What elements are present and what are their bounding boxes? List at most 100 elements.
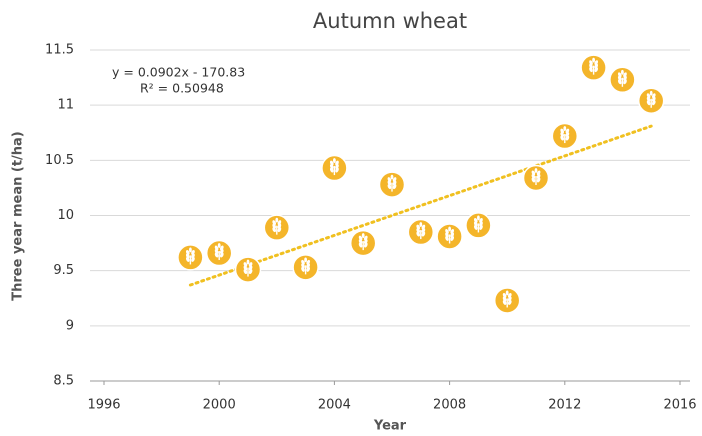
- y-tick-label: 8.5: [53, 374, 74, 389]
- wheat-stem: [506, 298, 508, 308]
- wheat-grain: [589, 67, 593, 73]
- wheat-grain: [649, 90, 653, 96]
- wheat-grain: [214, 252, 219, 258]
- wheat-grain: [333, 158, 336, 163]
- wheat-stem: [477, 223, 480, 233]
- wheat-grain: [563, 126, 567, 131]
- wheat-icon: [473, 215, 483, 233]
- wheat-grain: [335, 167, 339, 173]
- wheat-icon: [214, 243, 224, 261]
- wheat-stem: [333, 166, 336, 176]
- wheat-grain: [219, 252, 224, 258]
- wheat-grain: [306, 266, 311, 272]
- y-tick-label: 11: [57, 98, 74, 113]
- wheat-stem: [189, 255, 192, 265]
- wheat-grain: [448, 226, 451, 232]
- wheat-icon: [589, 57, 599, 75]
- wheat-icon: [272, 217, 282, 235]
- equation: y = 0.0902x - 170.83: [112, 65, 245, 80]
- wheat-stem: [304, 265, 307, 275]
- wheat-icon: [329, 158, 339, 176]
- wheat-grain: [592, 57, 595, 63]
- wheat-icon: [617, 69, 627, 87]
- trendline: [188, 124, 653, 287]
- wheat-icon: [531, 168, 541, 185]
- wheat-grain: [277, 227, 282, 233]
- wheat-grain: [191, 256, 195, 262]
- wheat-grain: [185, 256, 190, 262]
- wheat-icon: [185, 247, 195, 265]
- wheat-grain: [390, 174, 394, 180]
- wheat-icon: [243, 259, 253, 277]
- wheat-grain: [392, 184, 397, 190]
- wheat-grain: [623, 79, 627, 85]
- wheat-grain: [301, 266, 305, 272]
- wheat-grain: [536, 177, 541, 183]
- wheat-grain: [507, 300, 512, 305]
- wheat-stem: [564, 134, 566, 144]
- wheat-grain: [445, 236, 449, 241]
- wheat-grain: [450, 236, 455, 241]
- wheat-stem: [448, 234, 451, 244]
- wheat-stem: [218, 251, 220, 261]
- wheat-stem: [391, 182, 393, 192]
- y-tick-label: 11.5: [45, 43, 74, 58]
- wheat-grain: [646, 100, 651, 106]
- x-tick-label: 2000: [203, 398, 236, 413]
- wheat-grain: [246, 259, 250, 265]
- wheat-grain: [248, 269, 253, 275]
- wheat-grain: [217, 243, 221, 248]
- wheat-stem: [535, 175, 537, 185]
- wheat-icon: [387, 174, 397, 192]
- wheat-grain: [617, 79, 622, 85]
- x-tick-label: 2016: [663, 398, 696, 413]
- wheat-icon: [416, 222, 426, 240]
- wheat-grain: [565, 135, 570, 141]
- wheat-stem: [247, 267, 249, 277]
- chart-title: Autumn wheat: [313, 9, 467, 33]
- wheat-icon: [301, 257, 311, 275]
- wheat-grain: [275, 217, 279, 223]
- wheat-grain: [594, 67, 599, 73]
- wheat-grain: [473, 224, 478, 230]
- wheat-stem: [276, 225, 278, 235]
- wheat-grain: [387, 184, 392, 190]
- x-tick-label: 2008: [433, 398, 466, 413]
- wheat-grain: [505, 290, 509, 296]
- wheat-grain: [361, 233, 365, 238]
- wheat-grain: [416, 231, 421, 237]
- wheat-icon: [560, 126, 570, 144]
- wheat-icon: [502, 290, 512, 308]
- wheat-grain: [531, 177, 536, 183]
- wheat-grain: [358, 242, 363, 248]
- wheat-grain: [651, 100, 656, 106]
- wheat-stem: [420, 230, 422, 240]
- wheat-stem: [362, 241, 364, 251]
- wheat-grain: [189, 247, 192, 253]
- wheat-grain: [272, 227, 277, 233]
- wheat-grain: [621, 69, 624, 75]
- wheat-grain: [419, 222, 423, 227]
- wheat-grain: [243, 269, 248, 275]
- y-tick-label: 10: [57, 208, 74, 223]
- wheat-grain: [560, 135, 565, 141]
- r-squared: R² = 0.50948: [140, 81, 224, 96]
- wheat-icon: [358, 233, 368, 251]
- wheat-grain: [304, 257, 307, 263]
- wheat-grain: [477, 215, 480, 221]
- x-tick-label: 2012: [548, 398, 581, 413]
- wheat-grain: [363, 242, 368, 248]
- y-tick-label: 10.5: [45, 153, 74, 168]
- x-tick-label: 2004: [318, 398, 351, 413]
- y-tick-label: 9: [66, 318, 74, 333]
- wheat-stem: [621, 77, 624, 87]
- wheat-stem: [592, 65, 595, 75]
- wheat-grain: [479, 224, 483, 230]
- wheat-grain: [329, 167, 334, 173]
- wheat-stem: [650, 98, 652, 108]
- x-axis-label: Year: [373, 419, 407, 434]
- wheat-grain: [421, 231, 426, 237]
- wheat-grain: [534, 168, 538, 173]
